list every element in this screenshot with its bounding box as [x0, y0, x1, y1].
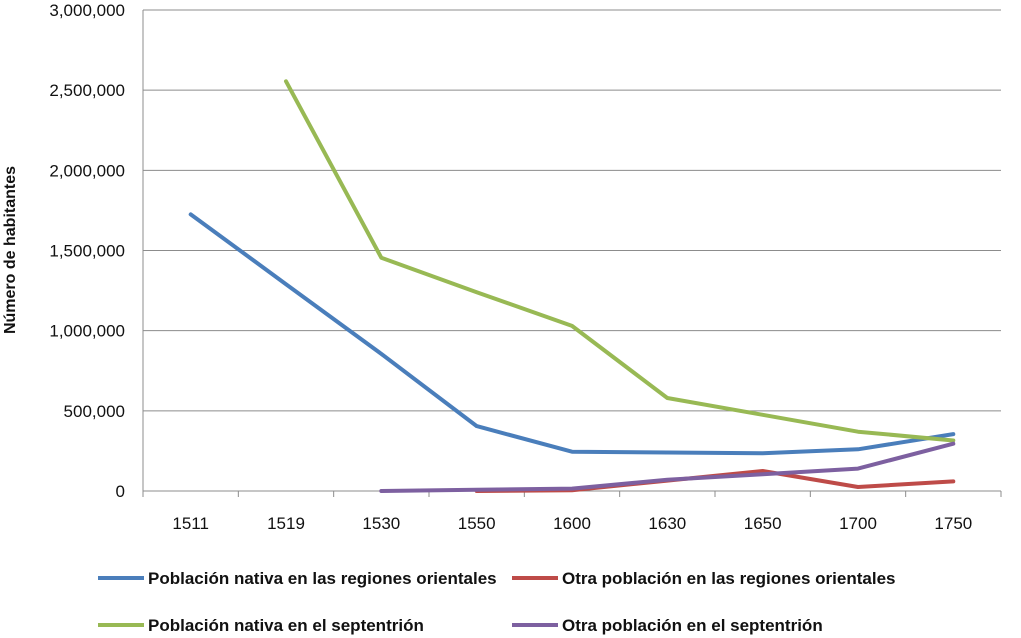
x-axis-ticks: 1511 1519 1530 1550 1600 1630 1650 1700 1750	[172, 514, 972, 533]
x-tick-label: 1600	[553, 514, 591, 533]
x-tick-label: 1530	[362, 514, 400, 533]
series-line-4	[379, 441, 956, 493]
legend-label: Otra población en el septentrión	[562, 616, 823, 635]
legend-label: Población nativa en las regiones orienta…	[148, 569, 497, 588]
x-tick-label: 1650	[744, 514, 782, 533]
series-line-3	[284, 79, 956, 443]
y-tick-label: 2,000,000	[49, 161, 125, 180]
y-tick-label: 500,000	[64, 402, 125, 421]
series-lines	[188, 79, 956, 493]
x-tick-label: 1700	[839, 514, 877, 533]
x-tick-label: 1630	[648, 514, 686, 533]
series-line-1	[188, 212, 956, 456]
y-tick-label: 3,000,000	[49, 1, 125, 20]
x-tick-label: 1511	[172, 514, 209, 533]
x-tick-label: 1519	[267, 514, 305, 533]
x-axis	[142, 10, 1002, 497]
y-tick-label: 1,500,000	[49, 242, 125, 261]
y-tick-label: 2,500,000	[49, 81, 125, 100]
x-tick-label: 1750	[934, 514, 972, 533]
x-tick-label: 1550	[458, 514, 496, 533]
y-axis-label: Número de habitantes	[2, 166, 19, 334]
y-tick-label: 1,000,000	[49, 322, 125, 341]
y-tick-label: 0	[116, 482, 125, 501]
y-axis-ticks: 0 500,000 1,000,000 1,500,000 2,000,000 2,500…	[49, 1, 125, 501]
legend-label: Población nativa en el septentrión	[148, 616, 424, 635]
legend-label: Otra población en las regiones orientale…	[562, 569, 895, 588]
legend: Población nativa en las regiones orienta…	[98, 569, 895, 635]
gridlines	[143, 9, 1001, 412]
